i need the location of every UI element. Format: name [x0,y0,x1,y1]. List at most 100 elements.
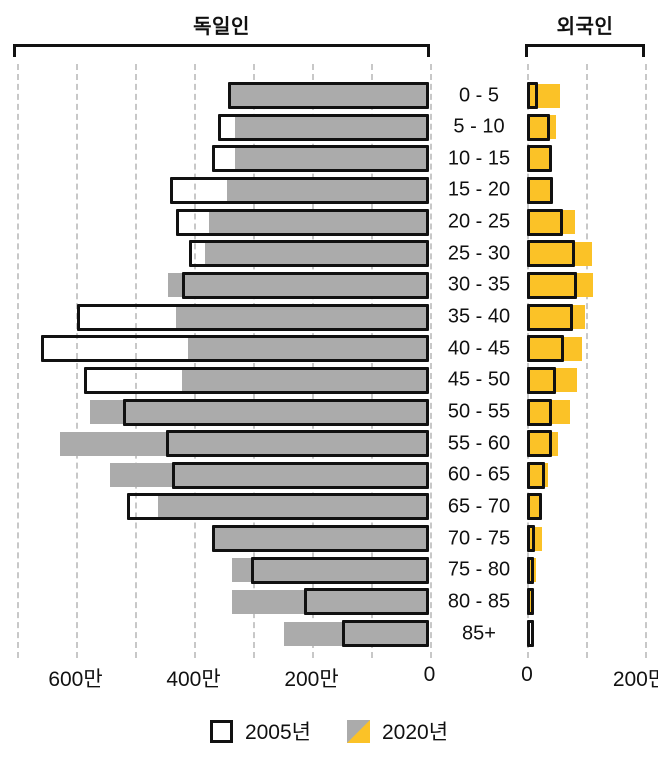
bar-foreigner-2020 [527,241,592,266]
bar-foreigner-2020 [527,83,561,108]
bar-german-2005 [41,335,430,363]
legend-label-2020: 2020년 [382,721,449,744]
age-label-30-35: 30 - 35 [447,273,511,296]
legend: 2005년 2020년 [0,716,658,746]
bar-german-2020 [59,431,430,456]
age-label-85+: 85+ [462,622,496,645]
bar-german-2020 [182,368,430,393]
age-label-60-65: 60 - 65 [447,463,511,486]
bar-german-2005 [171,461,430,489]
age-label-45-50: 45 - 50 [447,368,511,391]
bar-german-2020 [157,494,430,519]
bar-german-2005 [170,176,430,204]
legend-item-2005: 2005년 [209,716,311,746]
left-panel-title: 독일인 [193,16,250,38]
bar-foreigner-2020 [527,210,575,235]
gridline-right-100 [586,64,588,658]
bar-german-2020 [284,621,430,646]
bar-german-2005 [127,493,430,521]
x-tick-left-200: 200만 [284,668,339,691]
gridline-right-200 [645,64,647,658]
x-tick-left-400: 400만 [166,668,221,691]
bar-german-2020 [235,146,430,171]
bar-foreigner-2020 [527,494,542,519]
bar-german-2005 [227,82,430,109]
age-label-10-15: 10 - 15 [447,147,511,170]
bar-foreigner-2005 [527,145,552,173]
bar-foreigner-2020 [527,273,594,298]
bar-german-2005 [217,113,430,141]
bar-german-2005 [189,240,430,268]
age-label-25-30: 25 - 30 [447,242,511,265]
bar-foreigner-2005 [527,335,565,363]
bar-foreigner-2005 [527,620,534,648]
bar-foreigner-2005 [527,271,578,299]
bar-german-2020 [232,558,430,583]
left-panel-bracket [13,44,430,59]
x-tick-right-0: 0 [521,663,533,686]
bar-foreigner-2005 [527,556,534,584]
legend-swatch-2005-icon [209,719,233,743]
bar-german-2005 [166,430,430,458]
bar-foreigner-2005 [527,303,574,331]
age-label-65-70: 65 - 70 [447,495,511,518]
bar-foreigner-2005 [527,430,552,458]
age-label-70-75: 70 - 75 [447,527,511,550]
bar-german-2020 [89,400,430,424]
bar-german-2020 [176,305,430,330]
bar-german-2005 [176,208,430,236]
bar-foreigner-2005 [527,525,536,553]
bar-german-2020 [187,336,430,361]
bar-foreigner-2005 [527,113,550,141]
bar-german-2005 [251,556,430,584]
bar-foreigner-2005 [527,82,539,109]
bar-foreigner-2005 [527,493,542,521]
bar-foreigner-2005 [527,398,552,426]
bar-german-2020 [235,115,430,140]
age-label-0-5: 0 - 5 [458,84,500,106]
age-label-20-25: 20 - 25 [447,210,511,233]
bar-german-2005 [211,525,430,553]
bar-german-2020 [226,178,430,203]
bar-german-2020 [209,210,430,235]
bar-foreigner-2005 [527,461,546,489]
age-label-15-20: 15 - 20 [447,178,511,201]
bar-german-2005 [304,588,430,616]
right-panel-bracket [525,44,645,59]
right-panel-title: 외국인 [556,16,614,38]
age-label-55-60: 55 - 60 [447,432,511,455]
bar-foreigner-2020 [527,305,585,330]
x-tick-left-0: 0 [423,663,436,686]
legend-item-2020: 2020년 [347,716,448,746]
bar-german-2020 [109,463,430,488]
bar-german-2020 [232,589,430,614]
bar-german-2005 [122,398,430,426]
age-label-5-10: 5 - 10 [453,115,505,138]
bar-foreigner-2020 [527,146,551,171]
x-tick-right-200: 200만 [612,668,658,691]
age-label-80-85: 80 - 85 [447,590,511,613]
bar-german-2005 [84,366,430,394]
bar-foreigner-2005 [527,176,553,204]
bar-german-2020 [215,526,430,551]
bar-foreigner-2005 [527,588,534,616]
bar-german-2020 [204,241,430,266]
age-label-50-55: 50 - 55 [447,400,511,423]
bar-german-2005 [341,620,430,648]
bar-german-2020 [230,83,430,108]
bar-foreigner-2020 [527,336,582,361]
bar-foreigner-2020 [527,400,571,424]
bar-foreigner-2005 [527,208,563,236]
gridline-left-0 [429,64,432,658]
age-label-40-45: 40 - 45 [447,337,511,360]
gridline-left-700 [16,64,19,658]
age-label-75-80: 75 - 80 [447,558,511,581]
bar-foreigner-2005 [527,240,575,268]
bar-foreigner-2020 [527,115,556,140]
bar-german-2005 [77,303,430,331]
bar-german-2005 [181,271,430,299]
legend-swatch-2020-icon [347,719,370,743]
x-tick-left-600: 600만 [48,668,103,691]
legend-label-2005: 2005년 [244,721,311,744]
